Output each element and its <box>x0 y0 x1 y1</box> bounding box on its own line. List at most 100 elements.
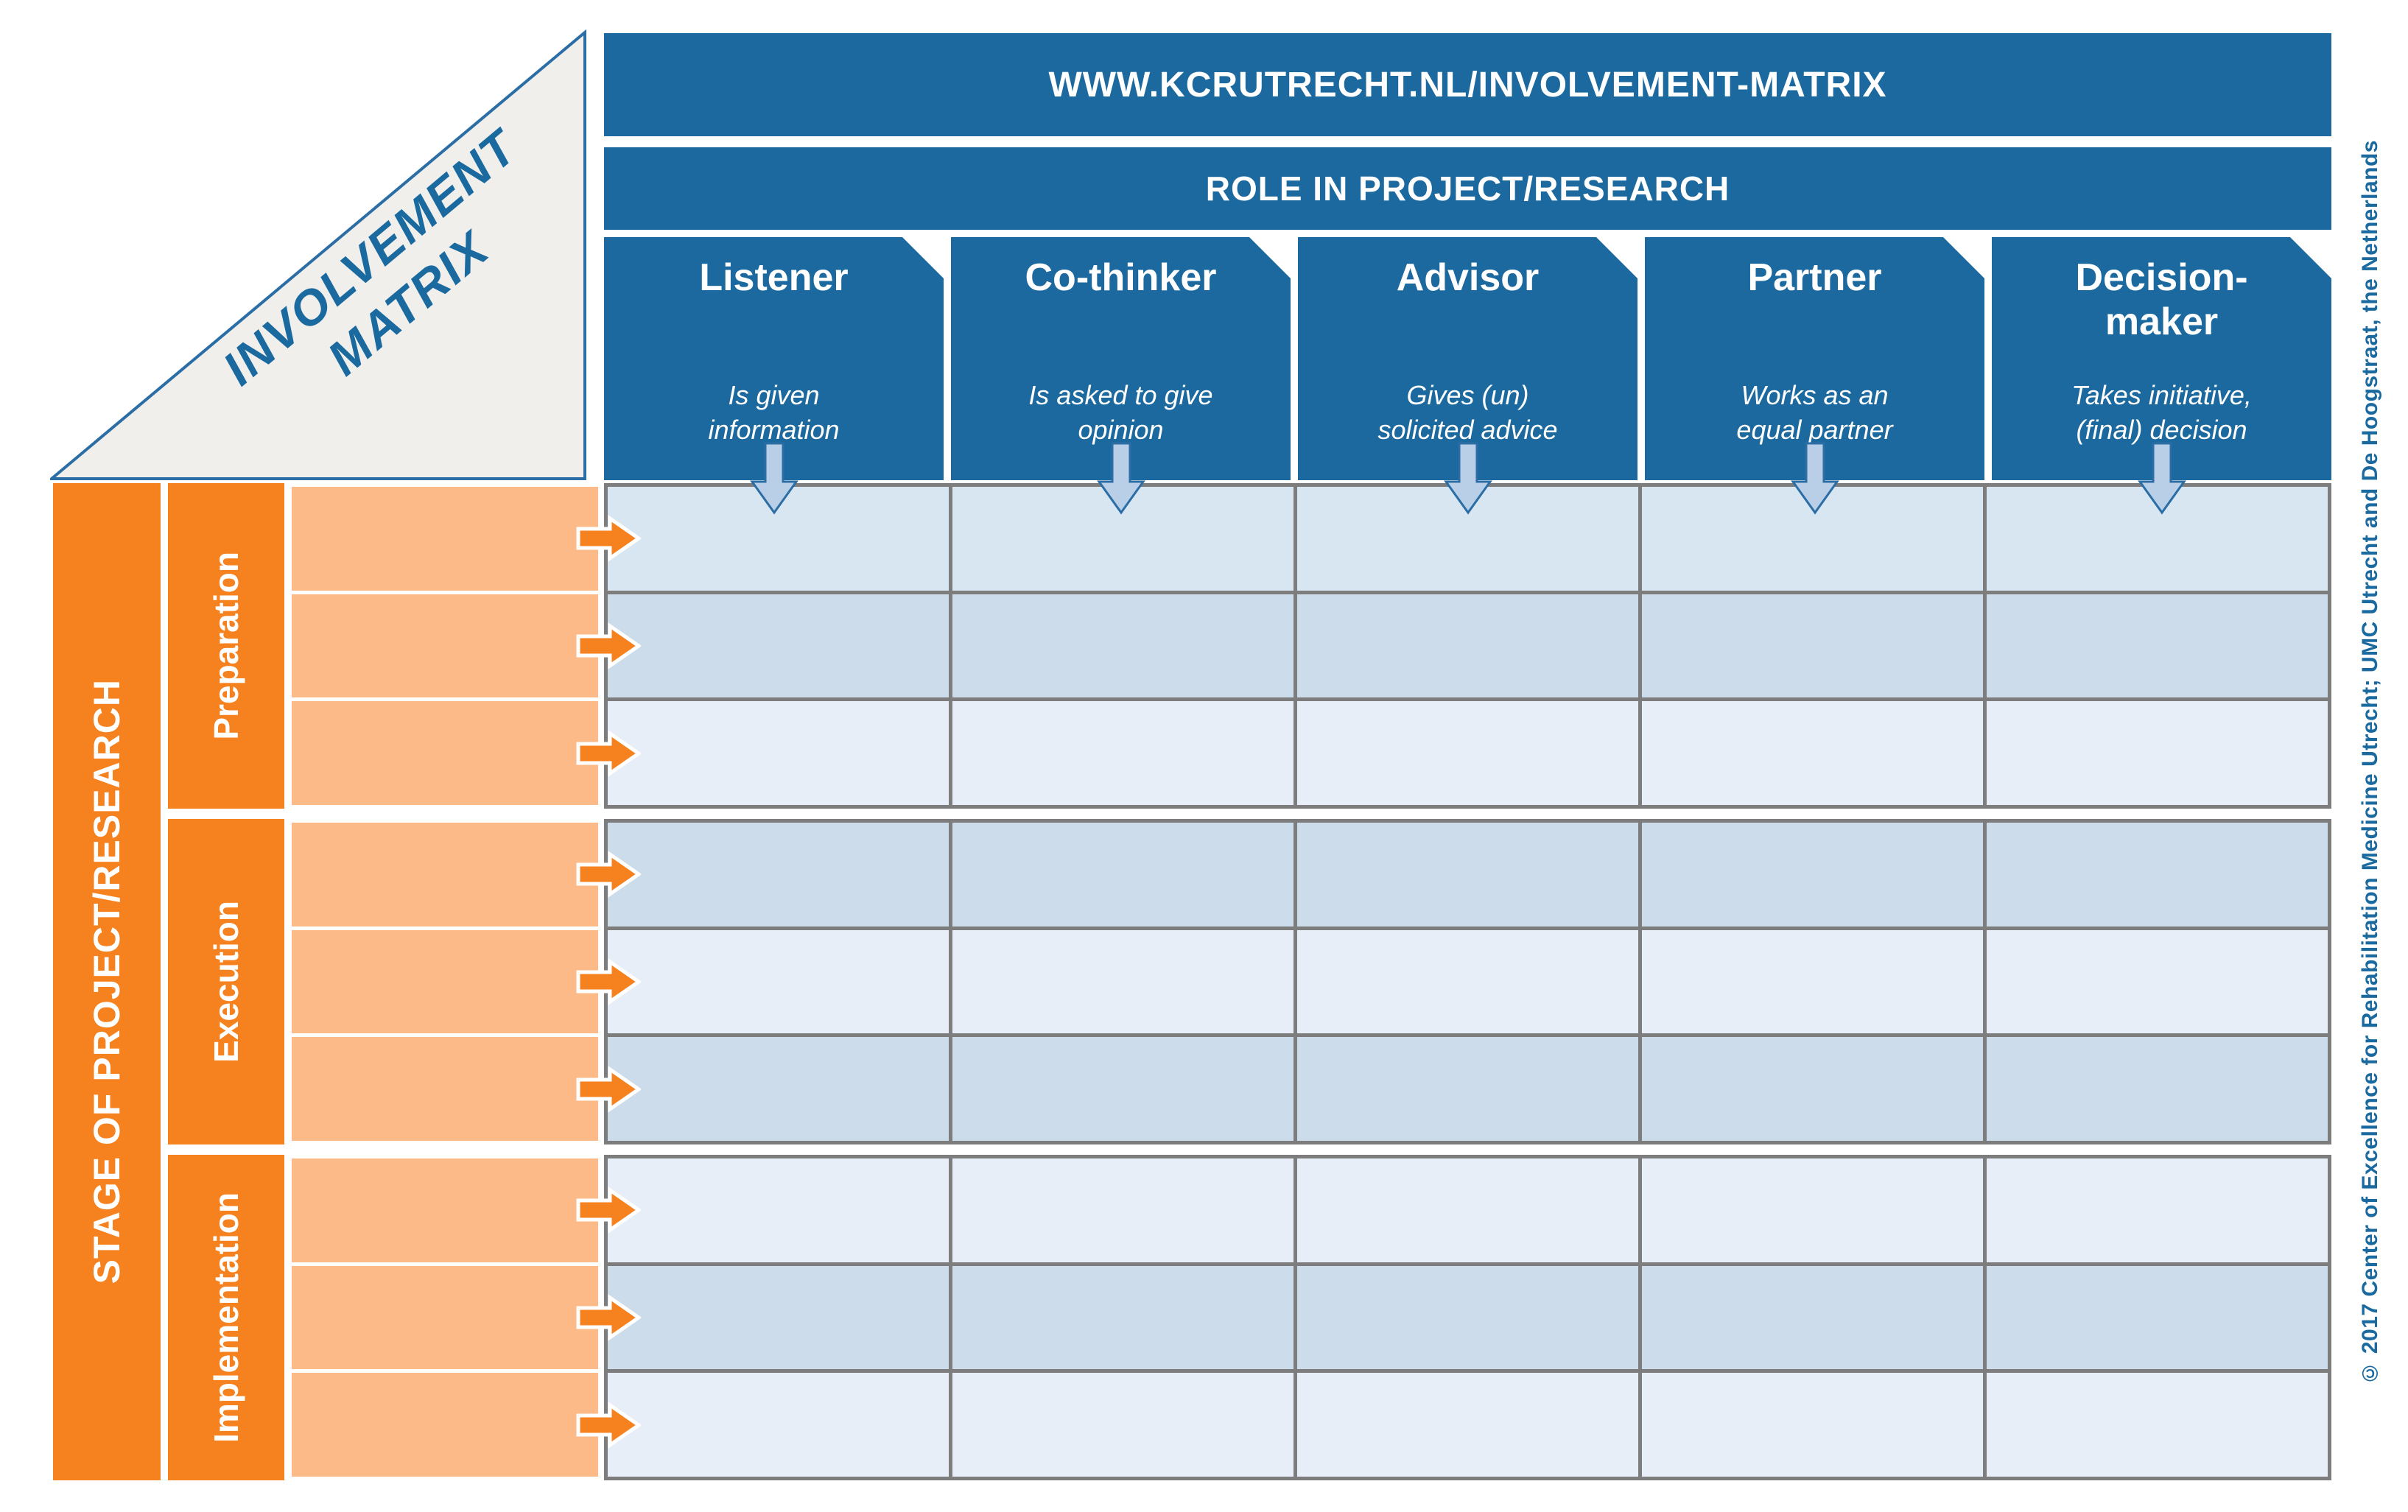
row-arrow-icon <box>576 729 641 777</box>
role-label: Decision- maker <box>2075 256 2248 343</box>
matrix-cell <box>1987 823 2328 926</box>
stage-row-cell <box>292 487 641 591</box>
stage-groups-column: Preparation <box>168 483 641 1480</box>
role-label: Advisor <box>1396 256 1540 299</box>
stage-row-cell <box>292 823 641 926</box>
matrix-cell <box>608 1373 949 1477</box>
stage-label: Preparation <box>168 483 284 809</box>
matrix-cell <box>1297 929 1638 1034</box>
matrix-group <box>604 819 2331 1144</box>
matrix-cell <box>608 823 949 926</box>
matrix-cell <box>1297 1158 1638 1262</box>
matrix-cell <box>1987 701 2328 805</box>
role-header: Advisor Gives (un) solicited advice <box>1298 237 1637 515</box>
stage-row-cells <box>292 819 641 1144</box>
matrix-cell <box>952 1265 1293 1370</box>
row-arrow-icon <box>576 1401 641 1449</box>
role-header-box: Co-thinker Is asked to give opinion <box>951 237 1291 480</box>
role-label: Listener <box>699 256 849 299</box>
matrix-cell <box>1642 701 1983 805</box>
row-arrow-icon <box>576 1065 641 1113</box>
matrix-grid <box>604 483 2331 1480</box>
role-header-box: Listener Is given information <box>604 237 944 480</box>
role-axis-title: ROLE IN PROJECT/RESEARCH <box>604 147 2331 230</box>
matrix-cell <box>1297 1037 1638 1141</box>
stage-row-cell <box>292 929 641 1034</box>
role-header-box: Advisor Gives (un) solicited advice <box>1298 237 1637 480</box>
matrix-cell <box>952 823 1293 926</box>
matrix-cell <box>1987 1037 2328 1141</box>
corner-triangle: INVOLVEMENT MATRIX <box>50 29 586 480</box>
column-down-arrow-icon <box>2137 442 2186 515</box>
website-url-banner: WWW.KCRUTRECHT.NL/INVOLVEMENT-MATRIX <box>604 33 2331 136</box>
stage-row-cells <box>292 1155 641 1480</box>
role-description: Takes initiative, (final) decision <box>2071 380 2252 446</box>
matrix-cell <box>1642 1373 1983 1477</box>
role-label: Co-thinker <box>1025 256 1217 299</box>
matrix-cell <box>952 701 1293 805</box>
row-arrow-icon <box>576 1294 641 1341</box>
role-header: Co-thinker Is asked to give opinion <box>951 237 1291 515</box>
stage-row-cell <box>292 594 641 698</box>
matrix-cell <box>952 1037 1293 1141</box>
stage-axis-title-bar: STAGE OF PROJECT/RESEARCH <box>53 483 161 1480</box>
matrix-cell <box>952 594 1293 698</box>
matrix-cell <box>608 1265 949 1370</box>
stage-label: Execution <box>168 819 284 1144</box>
stage-row-cell <box>292 1037 641 1142</box>
role-description: Gives (un) solicited advice <box>1377 380 1558 446</box>
matrix-cell <box>1297 701 1638 805</box>
stage-row-cell <box>292 1158 641 1262</box>
matrix-cell <box>608 929 949 1034</box>
row-arrow-icon <box>576 622 641 669</box>
matrix-cell <box>1987 1373 2328 1477</box>
matrix-cell <box>952 929 1293 1034</box>
stage-group: Preparation <box>168 483 641 809</box>
matrix-cell <box>1297 1265 1638 1370</box>
matrix-cell <box>1987 1265 2328 1370</box>
matrix-cell <box>1297 1373 1638 1477</box>
role-description: Is given information <box>708 380 840 446</box>
role-header: Decision- maker Takes initiative, (final… <box>1992 237 2331 515</box>
matrix-cell <box>608 594 949 698</box>
matrix-cell <box>1987 1158 2328 1262</box>
matrix-cell <box>1642 929 1983 1034</box>
triangle-shape-icon <box>50 29 586 480</box>
matrix-cell <box>608 1158 949 1262</box>
matrix-cell <box>608 1037 949 1141</box>
column-down-arrow-icon <box>1096 442 1145 515</box>
column-down-arrow-icon <box>1790 442 1839 515</box>
stage-group: Implementation <box>168 1155 641 1480</box>
stage-row-cell <box>292 1265 641 1370</box>
stage-row-cell <box>292 701 641 806</box>
copyright-notice: © 2017 Center of Excellence for Rehabili… <box>2348 59 2393 1466</box>
role-description: Works as an equal partner <box>1736 380 1893 446</box>
matrix-cell <box>1642 1265 1983 1370</box>
role-header-box: Decision- maker Takes initiative, (final… <box>1992 237 2331 480</box>
role-header: Partner Works as an equal partner <box>1645 237 1984 515</box>
row-arrow-icon <box>576 958 641 1005</box>
stage-label: Implementation <box>168 1155 284 1480</box>
matrix-cell <box>952 1373 1293 1477</box>
matrix-cell <box>1642 1037 1983 1141</box>
matrix-cell <box>1297 594 1638 698</box>
matrix-cell <box>1987 929 2328 1034</box>
matrix-cell <box>1987 594 2328 698</box>
role-description: Is asked to give opinion <box>1028 380 1213 446</box>
stage-group: Execution <box>168 819 641 1144</box>
matrix-cell <box>608 701 949 805</box>
role-label: Partner <box>1747 256 1882 299</box>
matrix-cell <box>1642 594 1983 698</box>
stage-row-cells <box>292 483 641 809</box>
stage-row-cell <box>292 1373 641 1477</box>
matrix-group <box>604 1155 2331 1480</box>
matrix-cell <box>1297 823 1638 926</box>
matrix-cell <box>1642 823 1983 926</box>
matrix-cell <box>952 1158 1293 1262</box>
column-down-arrow-icon <box>749 442 798 515</box>
row-arrow-icon <box>576 851 641 899</box>
row-arrow-icon <box>576 515 641 563</box>
copyright-text: © 2017 Center of Excellence for Rehabili… <box>2358 139 2382 1385</box>
column-down-arrow-icon <box>1443 442 1492 515</box>
